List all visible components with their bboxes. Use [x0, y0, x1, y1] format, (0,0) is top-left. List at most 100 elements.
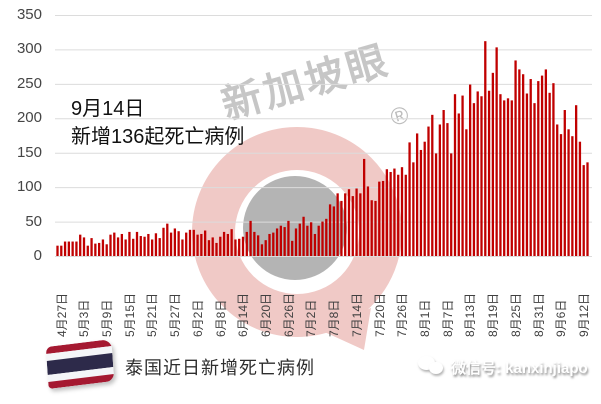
bar [544, 69, 548, 257]
x-axis-tick-label: 9月12日 [576, 292, 591, 337]
x-axis-tick-label: 4月27日 [54, 292, 69, 337]
bar [109, 234, 112, 256]
x-axis-tick-label: 6月20日 [258, 292, 273, 337]
bar [79, 234, 82, 256]
bar [113, 232, 116, 256]
bar [385, 169, 389, 256]
bar [389, 171, 392, 256]
wechat-id-label: 微信号: kanxinjiapo [451, 359, 588, 377]
annotation-line1: 9月14日 [71, 98, 145, 120]
bar [260, 244, 264, 256]
bar [506, 98, 510, 256]
y-axis-tick-label: 150 [16, 143, 42, 161]
bar [450, 153, 453, 256]
bar [480, 96, 483, 256]
bar [404, 174, 407, 256]
bar [215, 242, 218, 256]
x-axis-tick-label: 5月9日 [99, 299, 114, 337]
bar [495, 47, 498, 256]
bar [71, 241, 74, 256]
bar [442, 110, 445, 257]
bar [75, 241, 78, 256]
bar [415, 133, 419, 256]
bar [453, 94, 457, 256]
bar [340, 200, 343, 256]
bar [446, 123, 449, 256]
bar [120, 233, 124, 256]
bar [219, 236, 222, 256]
bar [291, 240, 294, 256]
bar [381, 180, 385, 256]
bar [253, 231, 256, 256]
bar [234, 239, 237, 256]
footer: 泰国近日新增死亡病例 微信号: kanxinjiapo [0, 339, 601, 404]
bar [374, 200, 377, 256]
bar [143, 236, 146, 256]
bar [283, 227, 286, 256]
bar [124, 239, 127, 256]
x-axis-tick-label: 6月14日 [236, 292, 251, 337]
x-axis-tick-label: 8月1日 [417, 299, 432, 337]
bar [400, 167, 404, 256]
x-axis-tick-label: 5月21日 [145, 292, 160, 337]
bar [287, 220, 290, 256]
bar [552, 83, 555, 256]
y-axis-tick-label: 350 [16, 6, 42, 23]
bar [135, 231, 139, 256]
x-axis-tick-label: 7月26日 [395, 292, 410, 337]
x-axis-tick-label: 8月31日 [531, 292, 546, 337]
bar [344, 193, 347, 256]
bar [423, 141, 426, 256]
bar [427, 126, 430, 256]
bar [476, 91, 479, 257]
bar [559, 134, 563, 256]
bar [94, 243, 97, 256]
bar [200, 233, 203, 256]
bar [147, 233, 150, 256]
bar [101, 239, 105, 256]
bar [465, 129, 468, 256]
bar [366, 186, 370, 256]
x-axis-tick-label: 9月6日 [554, 299, 569, 337]
bar [491, 72, 495, 256]
bar [207, 240, 211, 256]
bar [203, 230, 207, 256]
x-axis-tick-label: 5月3日 [77, 299, 92, 337]
bar [90, 238, 93, 256]
bar [181, 239, 184, 256]
bar [298, 223, 301, 256]
bar [487, 90, 491, 257]
bar [503, 100, 506, 256]
bar [321, 221, 324, 256]
x-axis-tick-label: 8月25日 [508, 292, 523, 337]
bar [86, 245, 89, 256]
bar [238, 238, 241, 256]
bar [397, 174, 400, 256]
bar [521, 74, 525, 256]
bar [461, 95, 464, 256]
bar [150, 239, 154, 256]
y-axis-tick-label: 300 [16, 40, 42, 58]
bar [533, 103, 536, 256]
y-axis-tick-label: 50 [25, 212, 42, 230]
bar [313, 233, 317, 256]
annotation-line2: 新增136起死亡病例 [71, 126, 245, 148]
bar [563, 110, 566, 257]
bar [185, 232, 188, 256]
bar [499, 94, 502, 256]
bar [468, 84, 472, 256]
bar [332, 206, 336, 256]
bar [359, 193, 362, 256]
bar [60, 245, 63, 256]
bar [245, 231, 248, 256]
bar [571, 136, 574, 256]
y-axis-tick-label: 250 [16, 74, 42, 92]
bar [169, 232, 173, 256]
bar [67, 241, 71, 256]
bar [351, 196, 354, 256]
bar [548, 92, 551, 256]
x-axis-tick-label: 5月15日 [122, 292, 137, 337]
bar [275, 228, 279, 256]
bar [438, 124, 442, 256]
bar [582, 165, 585, 256]
